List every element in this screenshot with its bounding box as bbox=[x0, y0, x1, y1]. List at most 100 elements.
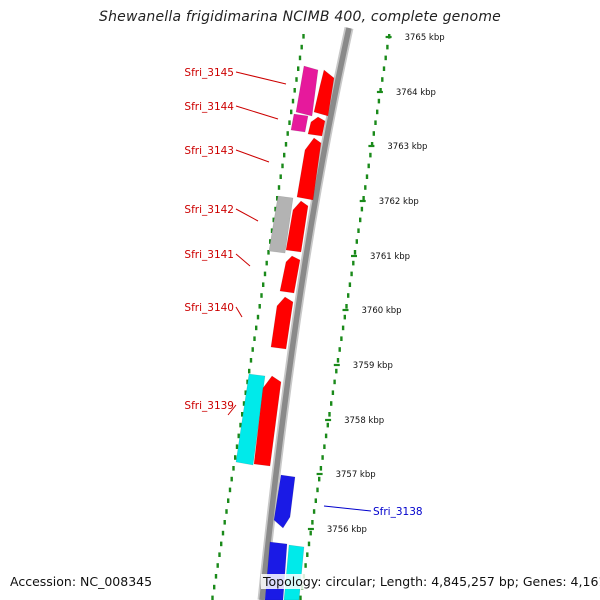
guide-dot bbox=[335, 368, 338, 374]
guide-dot bbox=[350, 271, 353, 277]
dotted-guide-lines bbox=[211, 34, 391, 600]
accession-text: Accession: NC_008345 bbox=[10, 574, 153, 589]
guide-dot bbox=[318, 476, 321, 482]
guide-dot bbox=[352, 260, 355, 266]
gene-label-leader bbox=[235, 208, 259, 222]
gene-sfri-3142-block[interactable] bbox=[268, 195, 294, 254]
gene-label-leader bbox=[235, 105, 279, 120]
scale-tick-label: 3761 kbp bbox=[370, 252, 410, 262]
guide-dot bbox=[265, 260, 268, 266]
guide-dot bbox=[225, 509, 228, 514]
guide-dot bbox=[263, 271, 267, 277]
guide-dot bbox=[309, 530, 312, 536]
gene-sfri-3141[interactable] bbox=[279, 255, 301, 294]
gene-sfri-3139-block[interactable] bbox=[235, 373, 266, 466]
guide-dot bbox=[369, 152, 372, 158]
guide-dot bbox=[319, 466, 323, 471]
guide-dot bbox=[214, 574, 218, 579]
guide-dot bbox=[211, 595, 214, 600]
gene-label-leader bbox=[235, 149, 270, 163]
gene-sfri-3143[interactable] bbox=[296, 137, 322, 201]
guide-dot bbox=[227, 498, 230, 503]
guide-dot bbox=[300, 44, 303, 50]
guide-dot bbox=[218, 552, 221, 557]
gene-sfri-3142[interactable] bbox=[285, 200, 309, 253]
guide-dot bbox=[293, 88, 296, 93]
guide-dot bbox=[288, 120, 291, 125]
guide-dot bbox=[286, 131, 289, 136]
guide-dot bbox=[364, 185, 367, 190]
gene-label[interactable]: Sfri_3143 bbox=[184, 145, 234, 157]
topology-info: Topology: circular; Length: 4,845,257 bp… bbox=[261, 574, 600, 589]
guide-dot bbox=[323, 444, 326, 449]
guide-dot bbox=[262, 282, 265, 287]
scale-tick-label: 3756 kbp bbox=[327, 525, 367, 535]
gene-sfri-3144-block[interactable] bbox=[290, 113, 309, 133]
guide-dot bbox=[379, 88, 382, 93]
guide-dot bbox=[255, 325, 258, 331]
gene-label[interactable]: Sfri_3138 bbox=[373, 506, 423, 518]
gene-label[interactable]: Sfri_3144 bbox=[184, 101, 234, 113]
guide-dot bbox=[341, 325, 345, 331]
guide-dot bbox=[376, 109, 379, 115]
guide-dot bbox=[256, 314, 260, 320]
guide-dot bbox=[246, 379, 249, 385]
gene-label[interactable]: Sfri_3142 bbox=[184, 204, 234, 216]
guide-dot bbox=[348, 282, 352, 287]
guide-dot bbox=[331, 390, 335, 395]
guide-dot bbox=[248, 368, 251, 374]
gene-sfri-3139[interactable] bbox=[253, 375, 282, 467]
gene-red-3145[interactable] bbox=[313, 69, 335, 117]
guide-dot bbox=[312, 509, 316, 514]
gene-label[interactable]: Sfri_3141 bbox=[184, 249, 234, 261]
gene-label-leader bbox=[227, 404, 237, 416]
genome-backbone bbox=[257, 27, 354, 600]
gene-labels[interactable]: Sfri_3145 Sfri_3144 Sfri_3143 Sfri_3142 Sfri… bbox=[184, 67, 422, 518]
guide-dot bbox=[258, 304, 261, 309]
guide-dot bbox=[302, 34, 305, 39]
guide-dot bbox=[377, 98, 381, 104]
guide-dot bbox=[283, 152, 286, 158]
guide-dot bbox=[345, 304, 348, 309]
genome-title: Shewanella frigidimarina NCIMB 400, comp… bbox=[99, 9, 501, 25]
guide-dot bbox=[384, 55, 387, 61]
guide-dot bbox=[269, 239, 272, 244]
guide-dot bbox=[367, 163, 370, 169]
guide-dot bbox=[272, 217, 275, 223]
gene-label[interactable]: Sfri_3145 bbox=[184, 67, 234, 79]
guide-dot bbox=[328, 412, 331, 417]
guide-dot bbox=[333, 379, 336, 385]
guide-dot bbox=[277, 185, 281, 190]
guide-dot bbox=[298, 55, 302, 61]
guide-dot bbox=[306, 552, 309, 557]
guide-dot bbox=[279, 174, 282, 179]
gene-label[interactable]: Sfri_3139 bbox=[184, 400, 234, 412]
guide-dot bbox=[307, 541, 311, 547]
guide-dot bbox=[251, 347, 254, 352]
gene-cyan-bottom[interactable] bbox=[283, 544, 305, 600]
scale-tick-label: 3759 kbp bbox=[353, 361, 393, 371]
guide-dot bbox=[216, 563, 219, 568]
guide-dot bbox=[330, 401, 333, 406]
guide-dot bbox=[242, 401, 246, 406]
guide-dot bbox=[270, 228, 274, 233]
gene-sfri-3140[interactable] bbox=[270, 296, 294, 350]
scale-tick-label: 3757 kbp bbox=[336, 470, 376, 480]
guide-dot bbox=[338, 347, 341, 352]
gene-sfri-3138[interactable] bbox=[273, 474, 296, 529]
gene-red-3144[interactable] bbox=[307, 116, 326, 137]
guide-dot bbox=[299, 595, 302, 600]
guide-dot bbox=[291, 98, 295, 104]
guide-dot bbox=[221, 530, 225, 536]
guide-dot bbox=[235, 444, 239, 449]
guide-dot bbox=[314, 498, 317, 503]
guide-dot bbox=[316, 487, 319, 493]
gene-sfri-3145-block[interactable] bbox=[295, 65, 319, 117]
scale-tick-label: 3760 kbp bbox=[362, 306, 402, 316]
backbone-line bbox=[259, 27, 352, 600]
guide-dot bbox=[340, 336, 343, 341]
gene-features bbox=[235, 65, 335, 600]
guide-dot bbox=[386, 44, 389, 50]
gene-label[interactable]: Sfri_3140 bbox=[184, 302, 234, 314]
gene-label-leader bbox=[323, 505, 372, 512]
